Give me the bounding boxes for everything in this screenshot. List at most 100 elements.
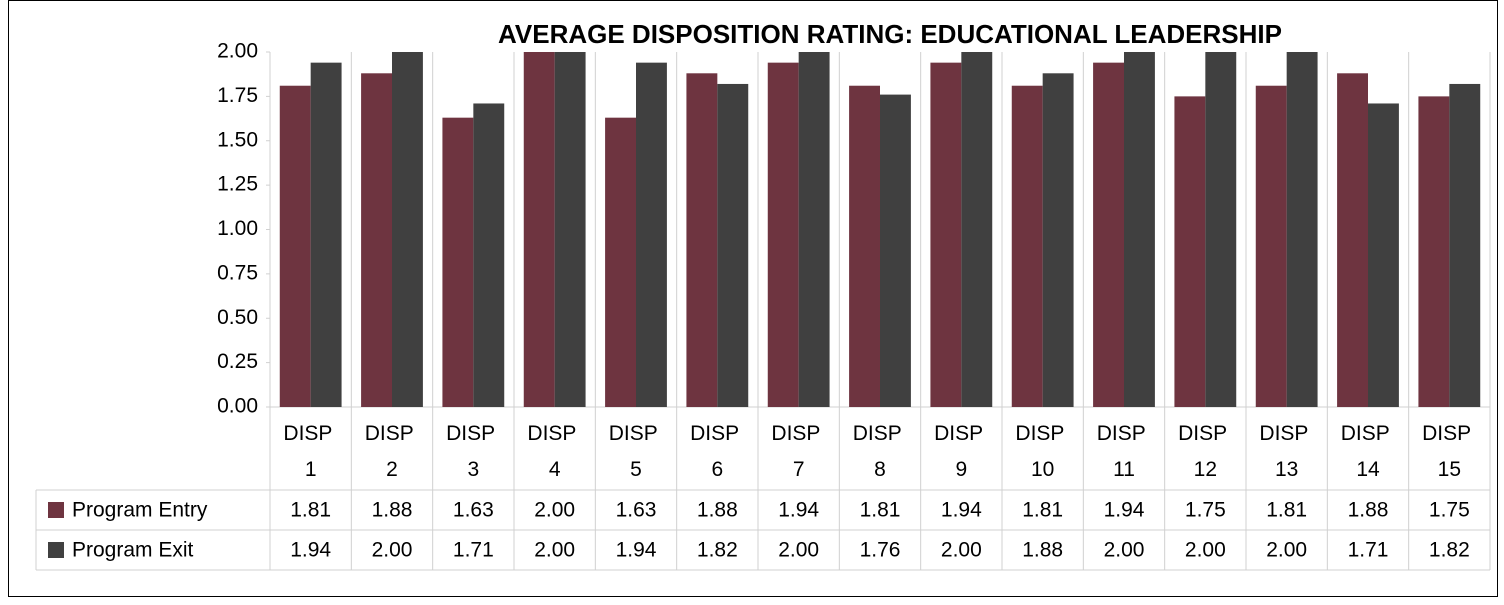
bar (1124, 52, 1155, 407)
x-tick-label-line: 5 (630, 458, 642, 481)
bar (880, 94, 911, 407)
y-tick-label: 0.75 (217, 261, 258, 284)
x-tick-label-line: 10 (1031, 458, 1054, 481)
legend-label: Program Exit (72, 539, 194, 562)
y-tick-label: 0.00 (217, 395, 258, 418)
table-value: 1.81 (290, 499, 331, 522)
table-value: 2.00 (1104, 539, 1145, 562)
x-tick-label-line: DISP (1341, 422, 1395, 445)
chart-title: AVERAGE DISPOSITION RATING: EDUCATIONAL … (498, 19, 1282, 49)
bar (310, 62, 342, 408)
table-value: 1.63 (616, 499, 657, 522)
x-tick-label-line: DISP (690, 422, 744, 445)
x-tick-label: DISP 10 (1015, 422, 1069, 481)
bar (1255, 85, 1287, 407)
x-tick-label-line: DISP (934, 422, 988, 445)
x-tick-label: DISP 6 (690, 422, 744, 481)
table-value: 1.81 (860, 499, 901, 522)
table-value: 1.82 (1429, 539, 1470, 562)
y-tick-label: 0.25 (217, 350, 258, 373)
x-tick-label-line: DISP (365, 422, 419, 445)
x-tick-label-line: DISP (527, 422, 581, 445)
bar (1418, 96, 1450, 407)
bar (523, 52, 555, 407)
table-value: 1.81 (1266, 499, 1307, 522)
x-tick-label: DISP 15 (1422, 422, 1476, 481)
x-tick-label-line: 8 (874, 458, 886, 481)
x-tick-label: DISP 13 (1259, 422, 1313, 481)
legend-label: Program Entry (72, 499, 208, 522)
bar (279, 85, 311, 407)
table-value: 2.00 (778, 539, 819, 562)
bar (1205, 52, 1237, 407)
x-tick-label: DISP 4 (527, 422, 581, 481)
table-value: 1.63 (453, 499, 494, 522)
x-tick-label: DISP 3 (446, 422, 500, 481)
x-tick-label-line: DISP (1015, 422, 1069, 445)
table-value: 2.00 (372, 539, 413, 562)
x-tick-label: DISP 2 (365, 422, 419, 481)
x-tick-label: DISP 5 (609, 422, 663, 481)
x-tick-label-line: DISP (446, 422, 500, 445)
bar (767, 62, 799, 408)
x-tick-label-line: DISP (1259, 422, 1313, 445)
y-tick-label: 1.25 (217, 173, 258, 196)
table-value: 1.88 (697, 499, 738, 522)
x-tick-label: DISP 8 (853, 422, 907, 481)
table-value: 1.88 (1348, 499, 1389, 522)
bar (1093, 62, 1124, 408)
table-value: 1.81 (1022, 499, 1063, 522)
legend-swatch (48, 542, 64, 558)
x-tick-label: DISP 11 (1097, 422, 1151, 481)
x-tick-label: DISP 1 (283, 422, 337, 481)
x-tick-label-line: 2 (386, 458, 398, 481)
y-tick-label: 1.50 (217, 128, 258, 151)
bar (717, 83, 749, 407)
x-tick-label-line: DISP (1422, 422, 1476, 445)
legend-swatch (48, 502, 64, 518)
x-tick-label: DISP 7 (771, 422, 825, 481)
y-tick-label: 0.50 (217, 306, 258, 329)
bar (473, 103, 505, 407)
y-tick-label: 1.00 (217, 217, 258, 240)
table-value: 1.82 (697, 539, 738, 562)
x-tick-label-line: 15 (1438, 458, 1461, 481)
chart-border (8, 0, 1498, 597)
x-tick-label-line: DISP (771, 422, 825, 445)
table-value: 1.75 (1185, 499, 1226, 522)
x-tick-label-line: DISP (1097, 422, 1151, 445)
table-value: 2.00 (1185, 539, 1226, 562)
table-value: 1.88 (1022, 539, 1063, 562)
x-tick-label-line: 13 (1275, 458, 1298, 481)
table-value: 1.88 (372, 499, 413, 522)
bar (554, 52, 586, 407)
bar (605, 117, 636, 408)
x-tick-label-line: 7 (793, 458, 805, 481)
bar (636, 62, 667, 408)
x-tick-label-line: 9 (955, 458, 967, 481)
bar (1337, 73, 1368, 408)
x-tick-label-line: 12 (1194, 458, 1217, 481)
bar (686, 73, 718, 408)
table-value: 1.94 (1104, 499, 1145, 522)
table-value: 1.94 (778, 499, 819, 522)
x-tick-label-line: 6 (711, 458, 723, 481)
x-tick-label-line: DISP (609, 422, 663, 445)
y-tick-label: 1.75 (217, 84, 258, 107)
bar (961, 52, 993, 407)
table-value: 2.00 (1266, 539, 1307, 562)
table-value: 1.71 (453, 539, 494, 562)
x-tick-label: DISP 12 (1178, 422, 1232, 481)
table-value: 1.94 (941, 499, 982, 522)
table-value: 2.00 (534, 539, 575, 562)
x-tick-label-line: 14 (1356, 458, 1380, 481)
x-tick-label: DISP 9 (934, 422, 988, 481)
bar (1368, 103, 1399, 407)
table-value: 1.71 (1348, 539, 1389, 562)
y-tick-label: 2.00 (217, 40, 258, 63)
bar (930, 62, 962, 408)
table-value: 2.00 (534, 499, 575, 522)
x-tick-label-line: 11 (1113, 458, 1135, 481)
x-tick-label: DISP 14 (1341, 422, 1395, 481)
